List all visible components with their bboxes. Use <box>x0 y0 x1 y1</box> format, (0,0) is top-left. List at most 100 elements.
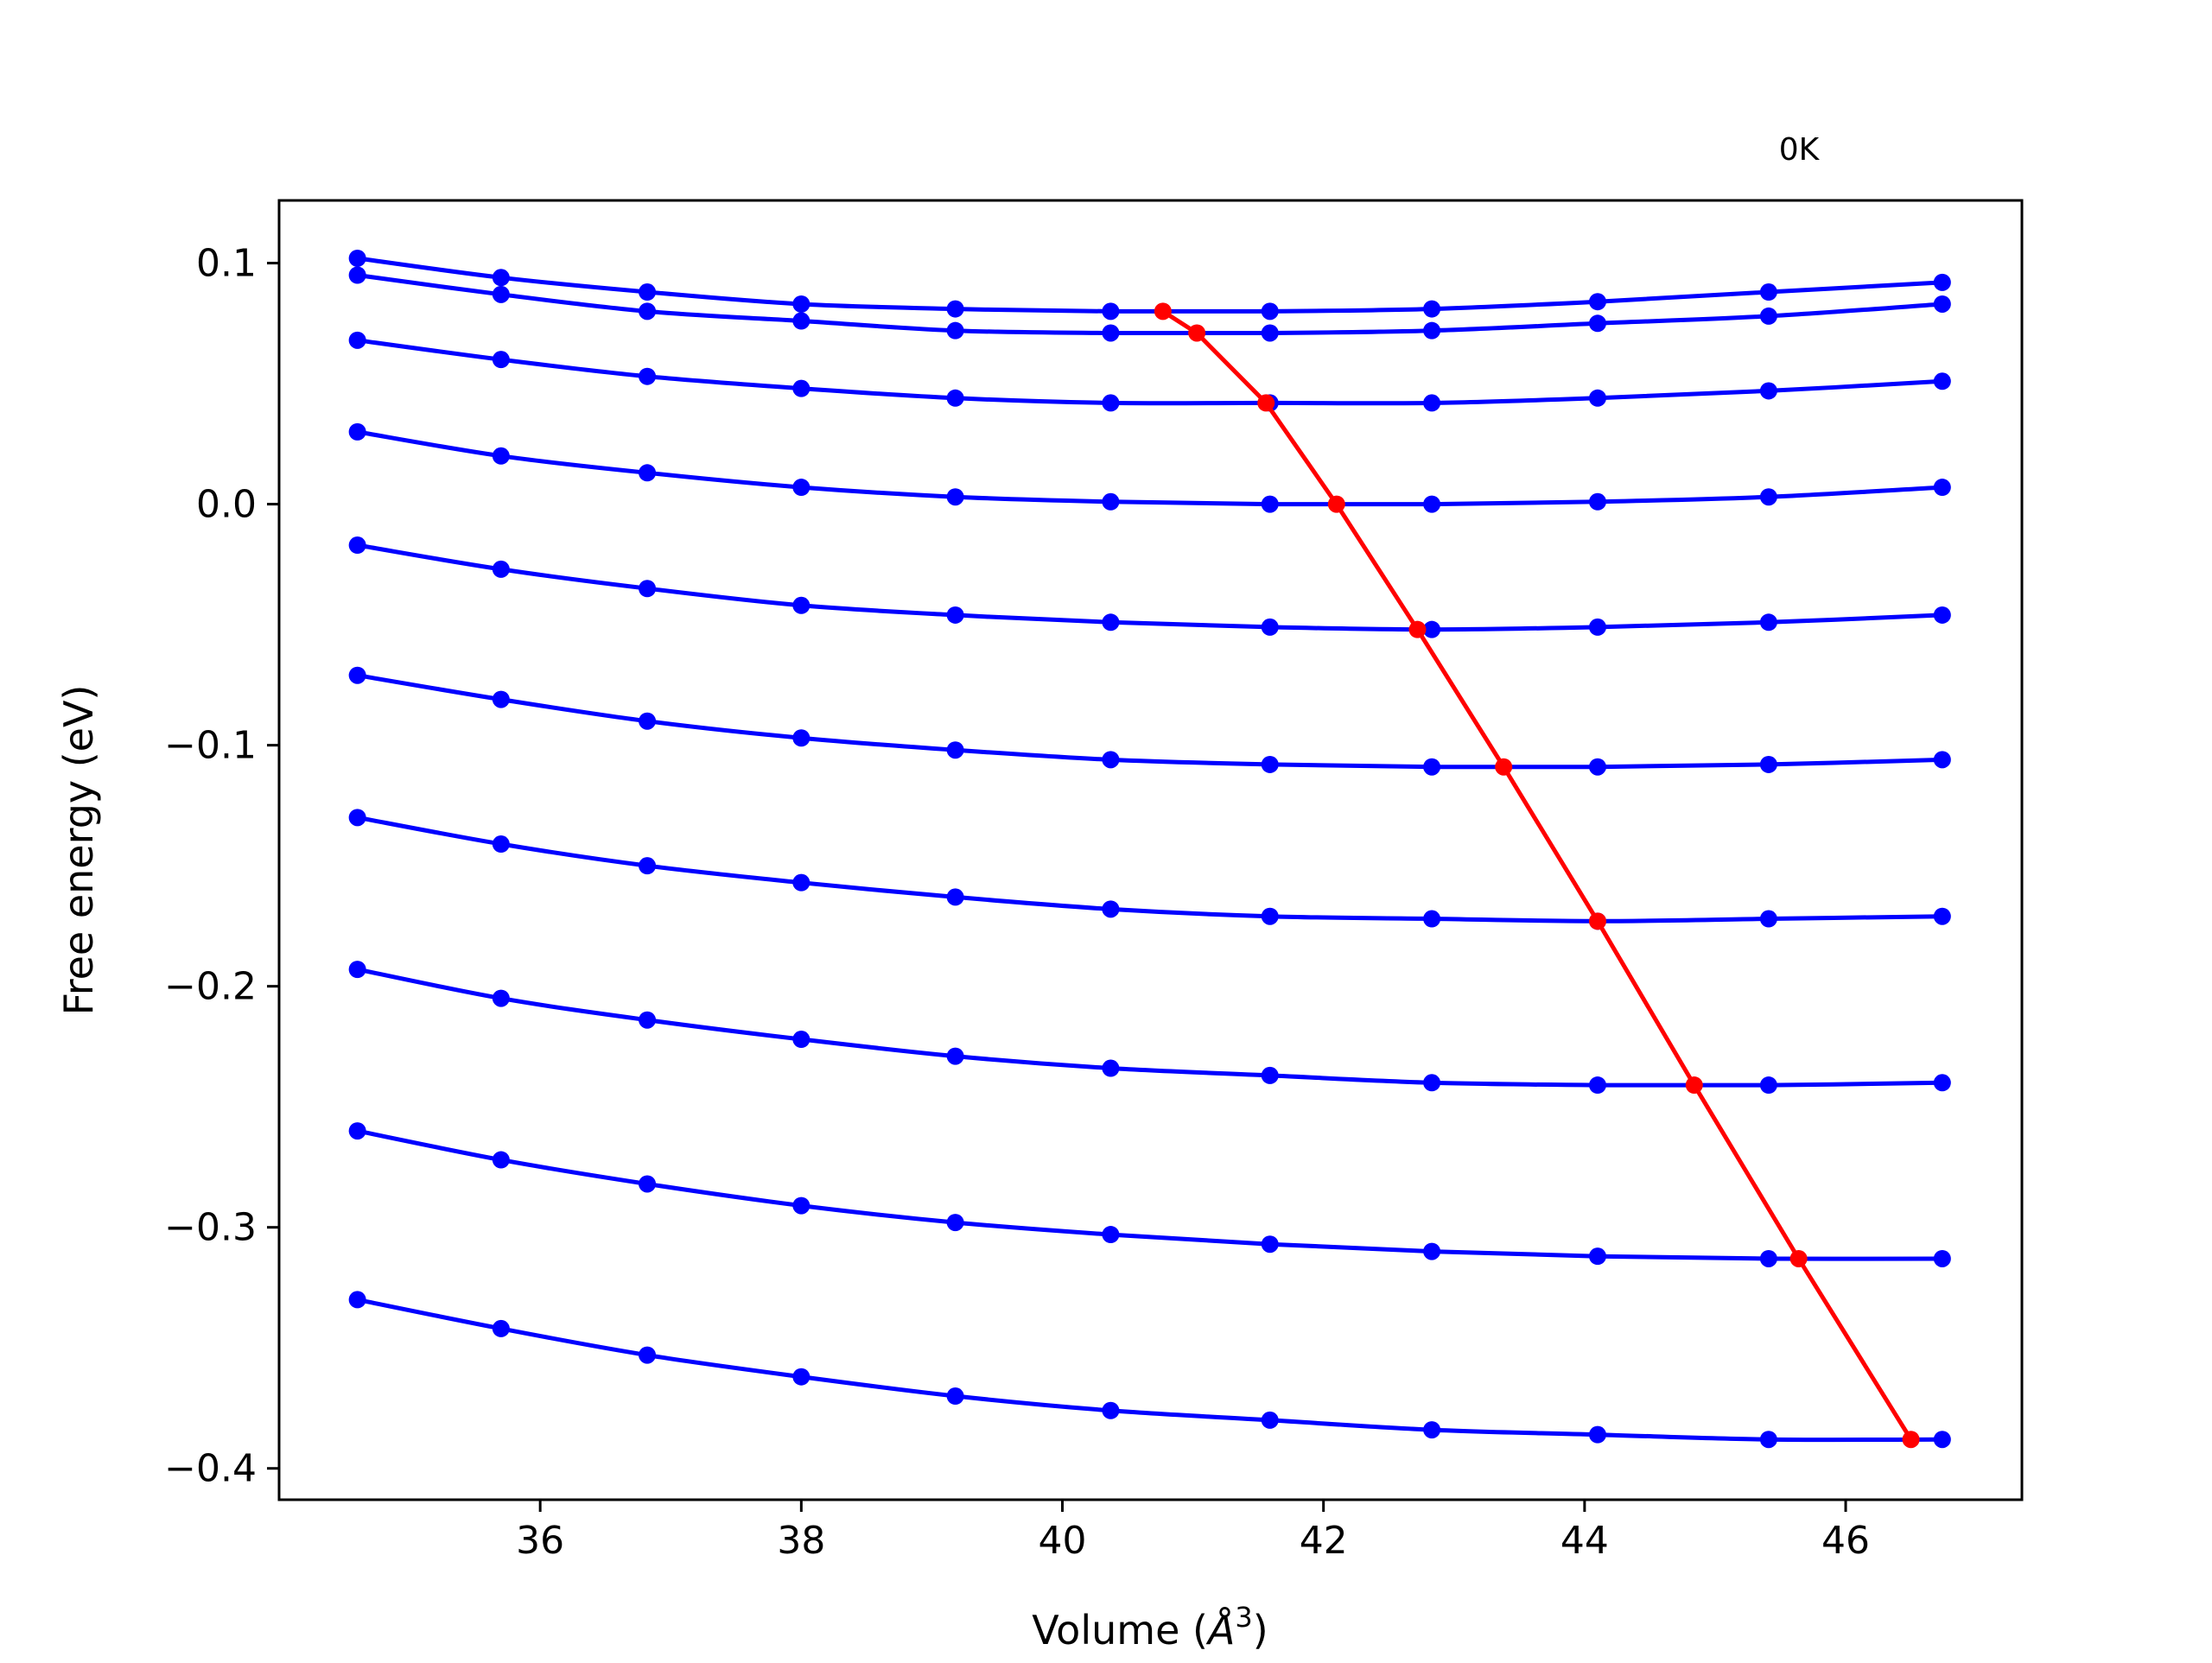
series-8-point <box>492 989 510 1007</box>
series-10-point <box>1588 1425 1606 1444</box>
series-10-point <box>946 1387 964 1406</box>
minima-path-point <box>1188 324 1206 342</box>
series-6-point <box>946 741 964 759</box>
series-4-point <box>946 488 964 506</box>
x-tick-label: 38 <box>777 1519 825 1563</box>
x-axis-label-exponent: 3 <box>1235 1601 1252 1634</box>
series-1-point <box>1102 302 1120 321</box>
series-7-point <box>639 857 657 875</box>
x-tick-label: 40 <box>1039 1519 1087 1563</box>
minima-path-point <box>1685 1076 1703 1095</box>
series-5-point <box>1588 618 1606 636</box>
series-10-point <box>348 1291 366 1309</box>
series-1-point <box>492 269 510 287</box>
series-8-point <box>946 1047 964 1065</box>
series-7-point <box>348 809 366 827</box>
series-1-point <box>1261 302 1279 321</box>
series-6-point <box>1423 758 1441 776</box>
series-10-point <box>1261 1411 1279 1429</box>
series-5-point <box>1102 613 1120 632</box>
series-8-point <box>348 961 366 979</box>
y-axis-label: Free energy (eV) <box>55 685 102 1016</box>
series-4-point <box>492 447 510 465</box>
series-7-point <box>1102 900 1120 918</box>
series-6-point <box>1102 751 1120 769</box>
plot-frame <box>277 199 2024 1501</box>
series-6-point <box>492 690 510 708</box>
series-2-point <box>1102 324 1120 342</box>
series-5-point <box>348 536 366 555</box>
series-4-point <box>1933 479 1951 497</box>
series-8-point <box>792 1031 810 1049</box>
x-axis-label-close: ) <box>1253 1607 1268 1653</box>
plot-marks <box>348 249 1951 1449</box>
series-1-point <box>1759 283 1777 301</box>
series-5-point <box>492 560 510 578</box>
series-2-point <box>1423 321 1441 340</box>
series-4-point <box>639 464 657 482</box>
series-8-point <box>1423 1074 1441 1092</box>
minima-path-point <box>1495 758 1513 776</box>
series-9-point <box>1759 1249 1777 1267</box>
series-8-point <box>1102 1059 1120 1077</box>
series-2-point <box>1588 314 1606 333</box>
series-4-point <box>1759 488 1777 506</box>
series-9-point <box>1933 1249 1951 1267</box>
series-10-point <box>1933 1431 1951 1449</box>
series-3-point <box>639 367 657 385</box>
minima-path-point <box>1257 394 1275 412</box>
series-10-point <box>1423 1421 1441 1439</box>
series-5-point <box>1261 618 1279 636</box>
temperature-annotation: 0K <box>1779 132 1821 168</box>
series-3-point <box>1102 394 1120 412</box>
series-1-point <box>348 249 366 267</box>
series-9-point <box>348 1122 366 1140</box>
minima-path-point <box>1408 620 1427 638</box>
series-2-point <box>639 302 657 321</box>
minima-path-point <box>1588 912 1606 930</box>
series-4-point <box>1261 495 1279 513</box>
series-7-point <box>1759 910 1777 928</box>
series-10-point <box>792 1368 810 1386</box>
series-10-point <box>1102 1401 1120 1419</box>
series-2-point <box>492 285 510 303</box>
series-7-point <box>792 873 810 892</box>
series-5-point <box>1933 606 1951 624</box>
series-2-point <box>946 321 964 340</box>
series-4-point <box>1423 495 1441 513</box>
minima-path-point <box>1789 1249 1808 1267</box>
series-5-point <box>946 606 964 624</box>
x-axis-label-text: Volume ( <box>1032 1607 1208 1653</box>
y-tick-label: 0.0 <box>196 483 257 527</box>
series-10-point <box>639 1346 657 1364</box>
series-3-point <box>1423 394 1441 412</box>
series-6-point <box>348 666 366 684</box>
series-10-point <box>492 1319 510 1337</box>
y-tick-label: 0.1 <box>196 242 257 286</box>
x-tick-label: 42 <box>1300 1519 1348 1563</box>
series-9-point <box>792 1196 810 1215</box>
series-1-point <box>639 283 657 301</box>
series-5-point <box>1759 613 1777 632</box>
series-9-point <box>1102 1226 1120 1244</box>
series-1-point <box>1588 293 1606 311</box>
series-9-point <box>946 1214 964 1232</box>
minima-path-point <box>1902 1431 1920 1449</box>
series-9-point <box>639 1175 657 1193</box>
series-3-point <box>492 351 510 369</box>
series-4-point <box>1588 492 1606 511</box>
series-6-point <box>1759 755 1777 773</box>
series-1-point <box>946 300 964 318</box>
series-9-point <box>492 1151 510 1169</box>
series-8-point <box>1588 1076 1606 1095</box>
series-8-point <box>1261 1066 1279 1084</box>
y-axis-ticks: 0.1 0.0 −0.1 −0.2 −0.3 −0.4 <box>164 242 279 1491</box>
series-6-point <box>639 712 657 730</box>
x-tick-label: 44 <box>1560 1519 1609 1563</box>
series-5-point <box>1423 620 1441 638</box>
series-6-point <box>1588 758 1606 776</box>
y-tick-label: −0.1 <box>164 724 257 768</box>
series-7-point <box>492 835 510 854</box>
x-tick-label: 36 <box>516 1519 564 1563</box>
